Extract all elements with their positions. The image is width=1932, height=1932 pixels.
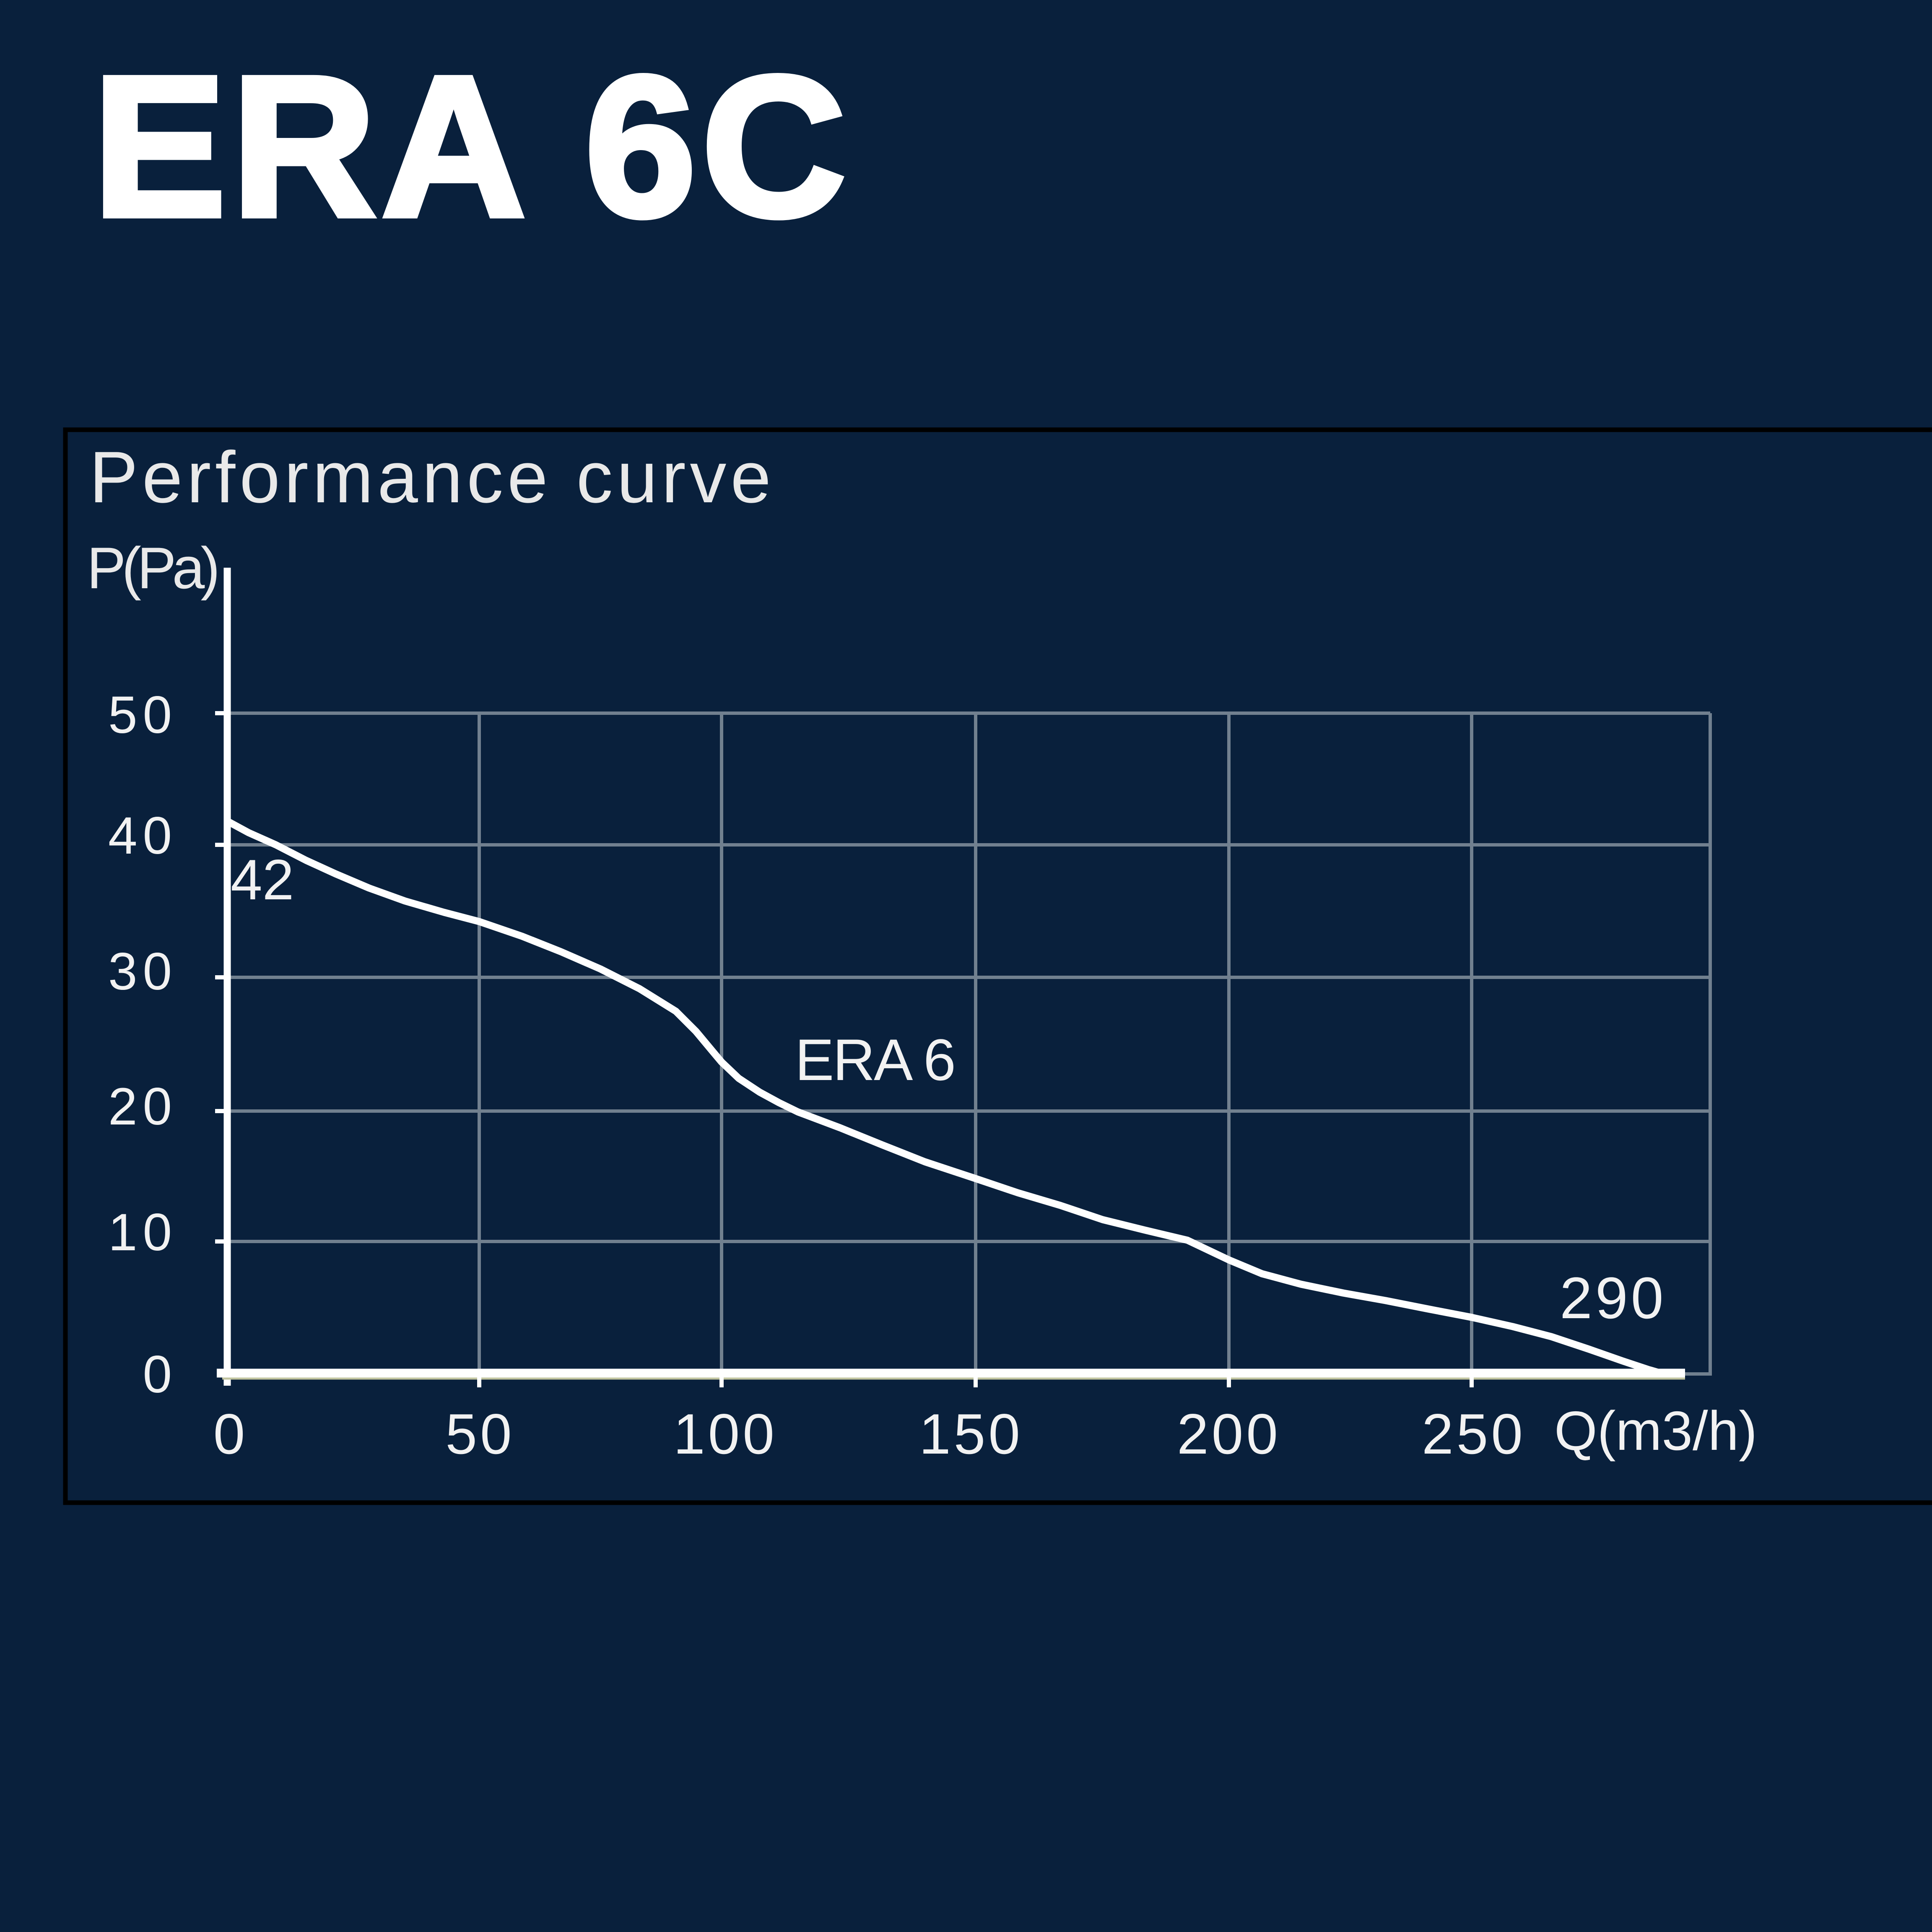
svg-text:ERA 6: ERA 6: [795, 1027, 956, 1093]
svg-text:Q(m3/h): Q(m3/h): [1554, 1400, 1757, 1462]
svg-text:290: 290: [1560, 1265, 1667, 1331]
svg-text:10: 10: [108, 1203, 177, 1262]
svg-text:40: 40: [108, 807, 177, 865]
svg-text:50: 50: [108, 686, 177, 744]
svg-text:200: 200: [1177, 1402, 1281, 1466]
svg-text:150: 150: [919, 1402, 1023, 1466]
svg-text:30: 30: [108, 943, 177, 1001]
svg-text:Performance curve: Performance curve: [89, 436, 771, 518]
svg-text:ERA 6C: ERA 6C: [93, 35, 852, 258]
svg-text:0: 0: [143, 1345, 177, 1404]
svg-text:42: 42: [231, 848, 294, 911]
svg-text:100: 100: [673, 1402, 777, 1466]
svg-text:P(Pa): P(Pa): [87, 535, 220, 601]
svg-text:20: 20: [108, 1078, 177, 1136]
svg-text:250: 250: [1422, 1402, 1526, 1466]
svg-text:0: 0: [213, 1402, 248, 1466]
svg-text:50: 50: [445, 1402, 514, 1466]
